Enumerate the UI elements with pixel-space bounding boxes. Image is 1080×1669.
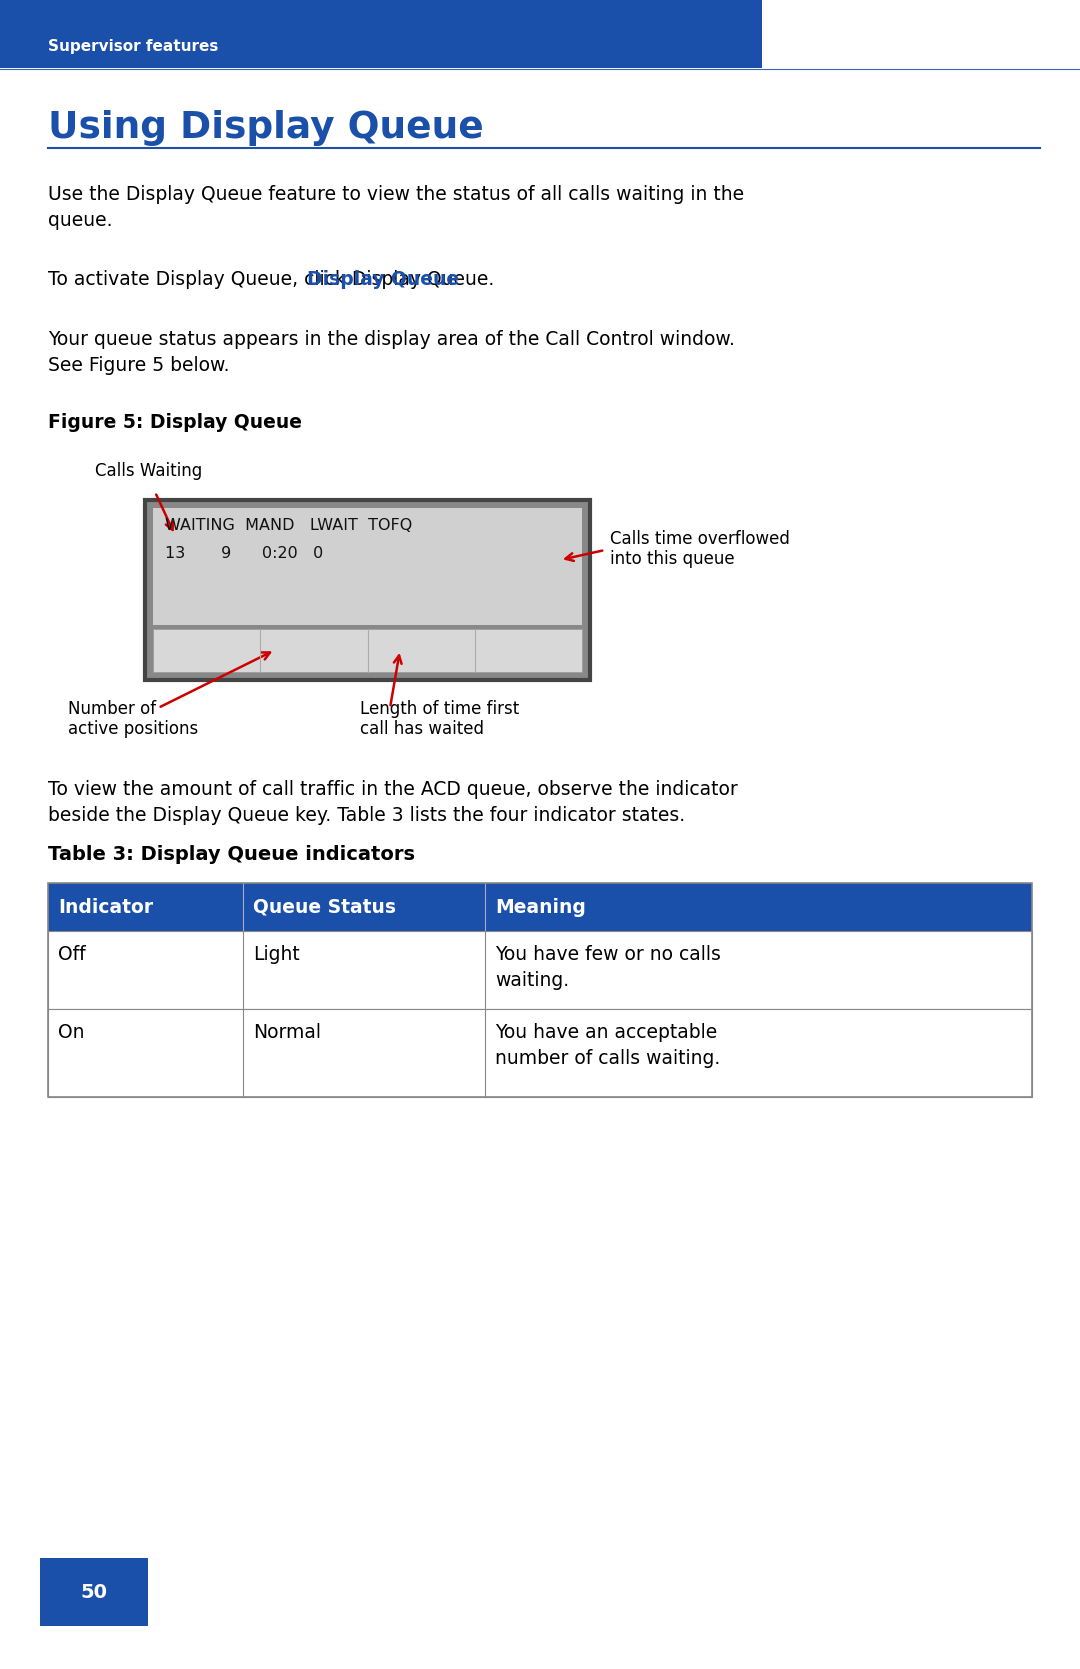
Text: beside the Display Queue key. Table 3 lists the four indicator states.: beside the Display Queue key. Table 3 li… — [48, 806, 685, 824]
Text: To activate Display Queue, click Display Queue.: To activate Display Queue, click Display… — [48, 270, 495, 289]
Text: To view the amount of call traffic in the ACD queue, observe the indicator: To view the amount of call traffic in th… — [48, 779, 738, 799]
Text: Calls Waiting: Calls Waiting — [95, 462, 202, 481]
Text: Number of: Number of — [68, 699, 157, 718]
Text: queue.: queue. — [48, 210, 112, 230]
Bar — [153, 629, 582, 673]
Text: WAITING  MAND   LWAIT  TOFQ: WAITING MAND LWAIT TOFQ — [165, 517, 413, 532]
Text: call has waited: call has waited — [360, 719, 484, 738]
Text: You have an acceptable
number of calls waiting.: You have an acceptable number of calls w… — [495, 1023, 720, 1068]
Bar — [145, 501, 590, 679]
Text: 13       9      0:20   0: 13 9 0:20 0 — [165, 546, 323, 561]
Text: Table 3: Display Queue indicators: Table 3: Display Queue indicators — [48, 845, 415, 865]
Text: Off: Off — [58, 945, 85, 965]
Bar — [40, 1557, 148, 1626]
Text: Normal: Normal — [253, 1023, 321, 1041]
Text: Indicator: Indicator — [58, 898, 153, 916]
Bar — [48, 1010, 1032, 1097]
Text: Meaning: Meaning — [495, 898, 585, 916]
Text: Use the Display Queue feature to view the status of all calls waiting in the: Use the Display Queue feature to view th… — [48, 185, 744, 204]
Text: into this queue: into this queue — [610, 551, 734, 567]
Text: Length of time first: Length of time first — [360, 699, 519, 718]
Bar — [48, 883, 1032, 931]
Text: Display Queue: Display Queue — [307, 270, 459, 289]
Bar — [0, 0, 762, 68]
Text: Light: Light — [253, 945, 300, 965]
Text: See Figure 5 below.: See Figure 5 below. — [48, 355, 229, 376]
Text: On: On — [58, 1023, 84, 1041]
Text: Supervisor features: Supervisor features — [48, 38, 218, 53]
Text: You have few or no calls
waiting.: You have few or no calls waiting. — [495, 945, 720, 990]
Text: 50: 50 — [81, 1582, 108, 1602]
Text: active positions: active positions — [68, 719, 199, 738]
Text: Using Display Queue: Using Display Queue — [48, 110, 484, 145]
Text: Queue Status: Queue Status — [253, 898, 396, 916]
Bar — [153, 507, 582, 624]
Text: Calls time overflowed: Calls time overflowed — [610, 531, 789, 547]
Bar — [48, 883, 1032, 1097]
Text: Your queue status appears in the display area of the Call Control window.: Your queue status appears in the display… — [48, 330, 734, 349]
Text: Figure 5: Display Queue: Figure 5: Display Queue — [48, 412, 302, 432]
Bar — [48, 931, 1032, 1010]
